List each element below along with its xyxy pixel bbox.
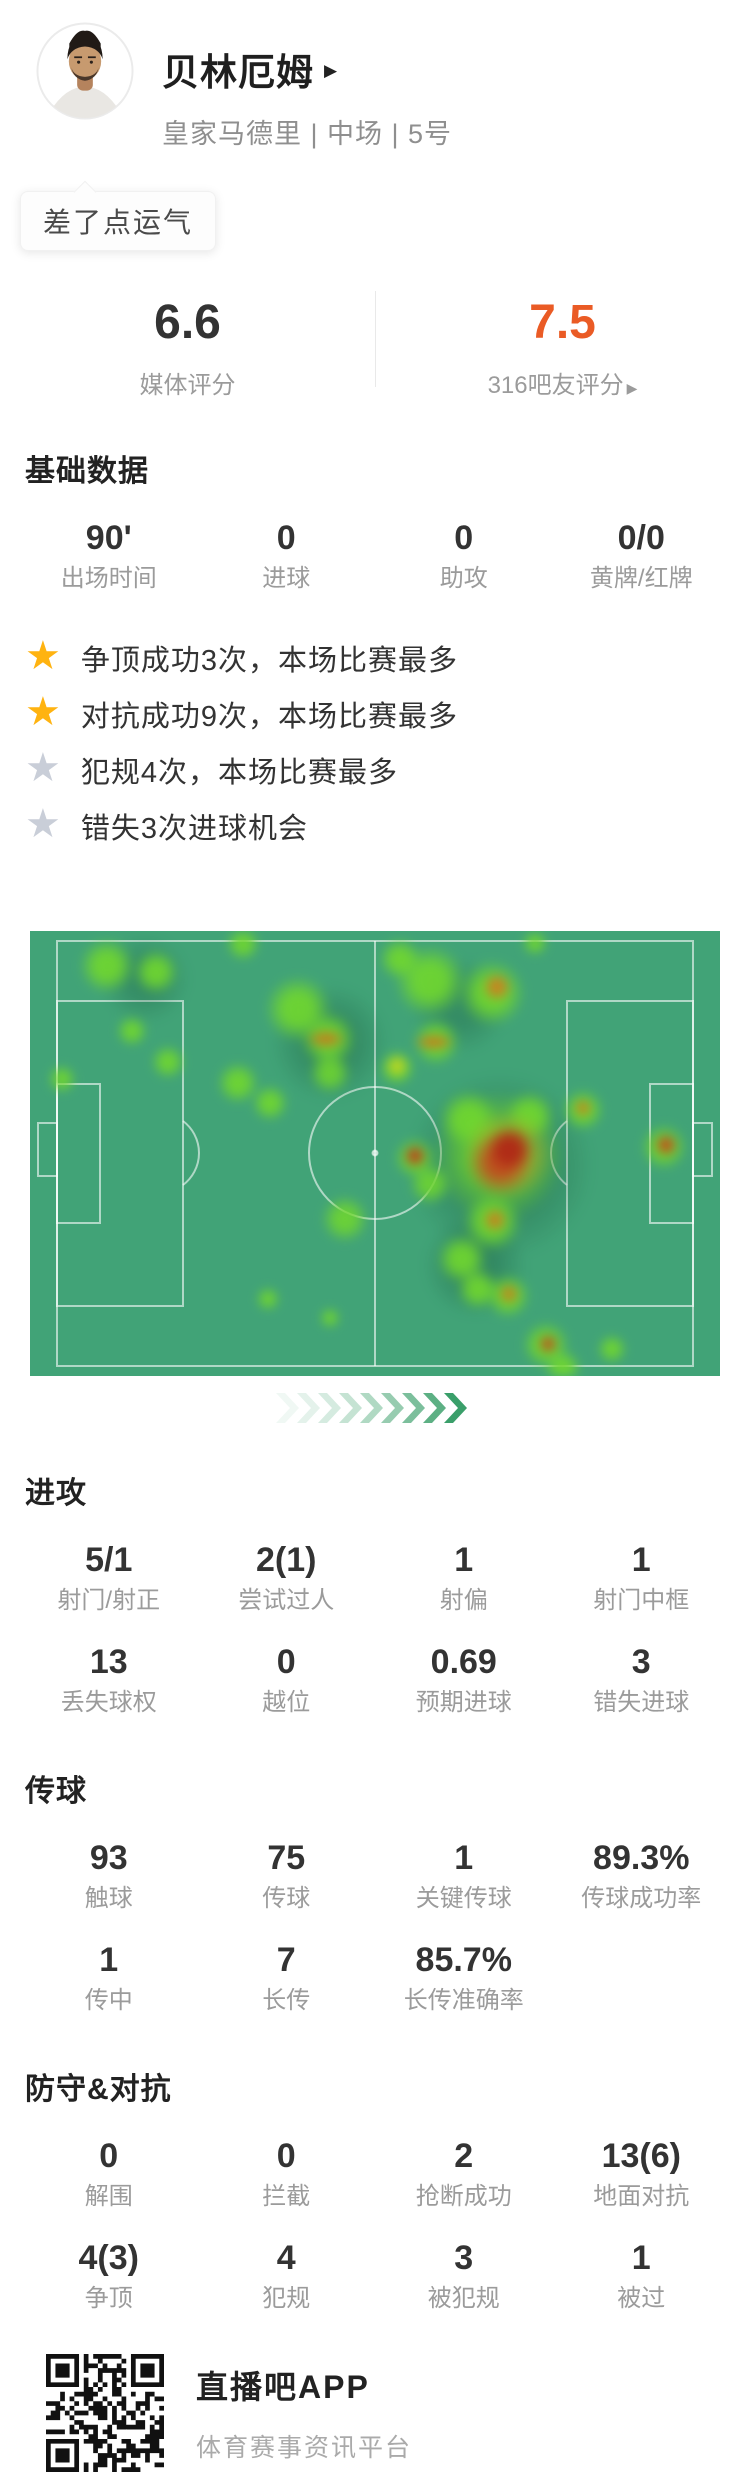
stat-long-ball-accuracy: 85.7% 长传准确率 (403, 1941, 524, 2014)
attack-direction-chevrons-icon (276, 1393, 467, 1423)
app-footer: 直播吧APP 体育赛事资讯平台 (46, 2354, 750, 2492)
chevron-right-icon: ▶ (324, 61, 338, 80)
stat-goals: 0 进球 (262, 519, 311, 592)
stat-fouls: 4 犯规 (262, 2239, 311, 2312)
stat-minutes: 90' 出场时间 (60, 519, 157, 592)
stat-dribbled-past: 1 被过 (617, 2239, 666, 2312)
player-name-row[interactable]: 贝林厄姆 ▶ (162, 42, 452, 96)
player-photo-icon (36, 22, 134, 120)
stat-tackles-won: 2 抢断成功 (415, 2137, 512, 2210)
highlight-item: ★ 争顶成功3次，本场比赛最多 (25, 634, 458, 678)
stat-dribbles: 2(1) 尝试过人 (238, 1541, 335, 1614)
stat-touches: 93 触球 (84, 1839, 133, 1912)
section-title-basic: 基础数据 (25, 455, 149, 488)
chevron-right-icon: ▶ (626, 380, 638, 396)
stat-assists: 0 助攻 (439, 519, 488, 592)
attack-stats-grid: 5/1 射门/射正 2(1) 尝试过人 1 射偏 1 射门中框 13 丢失球权 0 越位 0… (0, 1542, 750, 1716)
stat-xg: 0.69 预期进球 (415, 1643, 512, 1716)
qr-code (46, 2354, 164, 2472)
stat-key-passes: 1 关键传球 (415, 1839, 512, 1912)
stat-clearances: 0 解围 (84, 2137, 133, 2210)
section-title-attack: 进攻 (25, 1477, 87, 1510)
player-name: 贝林厄姆 (162, 52, 314, 93)
fans-rating-value: 7.5 (529, 296, 596, 349)
highlights-list: ★ 争顶成功3次，本场比赛最多 ★ 对抗成功9次，本场比赛最多 ★ 犯规4次，本场比赛… (25, 634, 725, 846)
media-rating-value: 6.6 (154, 296, 221, 349)
player-team-info: 皇家马德里 | 中场 | 5号 (162, 119, 453, 149)
app-description: 体育赛事资讯平台 (196, 2434, 413, 2462)
star-icon: ★ (25, 690, 61, 734)
basic-stats-grid: 90' 出场时间 0 进球 0 助攻 0/0 黄牌/红牌 (0, 520, 750, 592)
stat-big-chances-missed: 3 错失进球 (593, 1643, 690, 1716)
highlight-item: ★ 错失3次进球机会 (25, 802, 308, 846)
app-name: 直播吧APP (196, 2369, 370, 2405)
ratings-section: 6.6 媒体评分 7.5 316吧友评分 ▶ (0, 273, 750, 430)
stat-shots-off: 1 射偏 (439, 1541, 488, 1614)
star-icon: ★ (25, 802, 61, 846)
stat-interceptions: 0 拦截 (262, 2137, 311, 2210)
stat-passes: 75 传球 (262, 1839, 311, 1912)
stat-aerial-duels: 4(3) 争顶 (78, 2239, 139, 2312)
stat-woodwork: 1 射门中框 (593, 1541, 690, 1614)
highlight-item: ★ 对抗成功9次，本场比赛最多 (25, 690, 458, 734)
stat-fouled: 3 被犯规 (427, 2239, 500, 2312)
fans-rating[interactable]: 7.5 316吧友评分 ▶ (375, 297, 750, 400)
stat-cards: 0/0 黄牌/红牌 (589, 519, 693, 592)
star-icon: ★ (25, 746, 61, 790)
performance-tag-bubble: 差了点运气 (20, 191, 217, 251)
star-icon: ★ (25, 634, 61, 678)
stat-possession-lost: 13 丢失球权 (60, 1643, 157, 1716)
fans-rating-label[interactable]: 316吧友评分 ▶ (487, 372, 638, 399)
player-meta: 贝林厄姆 ▶ 皇家马德里 | 中场 | 5号 (162, 22, 452, 151)
stat-ground-duels: 13(6) 地面对抗 (593, 2137, 690, 2210)
heatmap-pitch (30, 931, 720, 1376)
stat-offsides: 0 越位 (262, 1643, 311, 1716)
player-header: 贝林厄姆 ▶ 皇家马德里 | 中场 | 5号 (0, 0, 750, 151)
stat-empty (553, 1942, 731, 2014)
stat-crosses: 1 传中 (84, 1941, 133, 2014)
section-title-passing: 传球 (25, 1775, 87, 1808)
stat-pass-accuracy: 89.3% 传球成功率 (581, 1839, 702, 1912)
media-rating: 6.6 媒体评分 (0, 297, 375, 400)
defense-stats-grid: 0 解围 0 拦截 2 抢断成功 13(6) 地面对抗 4(3) 争顶 4 犯规 3 被犯规 … (0, 2138, 750, 2312)
section-title-defense: 防守&对抗 (25, 2073, 172, 2106)
stat-shots: 5/1 射门/射正 (57, 1541, 161, 1614)
heatmap-layer (30, 931, 720, 1376)
highlight-item: ★ 犯规4次，本场比赛最多 (25, 746, 398, 790)
stat-long-balls: 7 长传 (262, 1941, 311, 2014)
media-rating-label: 媒体评分 (139, 372, 236, 399)
avatar (36, 22, 134, 120)
passing-stats-grid: 93 触球 75 传球 1 关键传球 89.3% 传球成功率 1 传中 7 长传 85.7%… (0, 1840, 750, 2014)
footer-text: 直播吧APP 体育赛事资讯平台 (196, 2362, 412, 2464)
